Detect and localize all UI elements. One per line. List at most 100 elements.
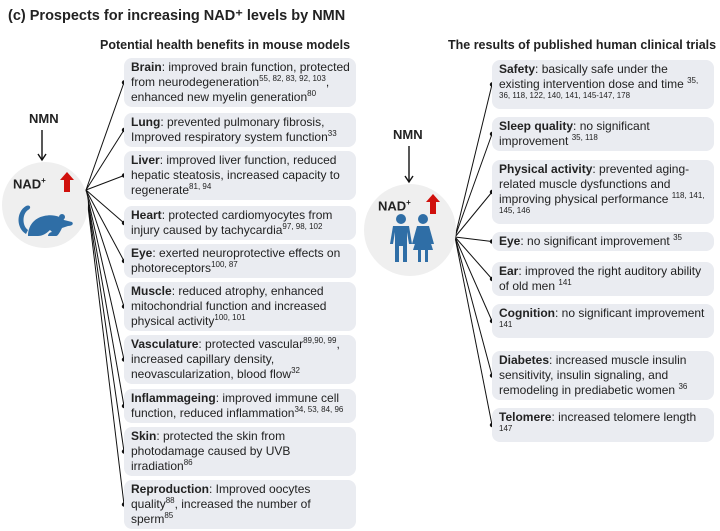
box-text: : Improved oocytes quality — [131, 482, 311, 511]
nmn-label: NMN — [29, 111, 59, 126]
reference-sup: 100, 101 — [214, 313, 246, 322]
benefit-box-eye: Eye: no significant improvement 35 — [492, 232, 714, 251]
box-title: Liver — [131, 153, 160, 167]
connector-line — [85, 82, 125, 191]
benefit-box-physical-activity: Physical activity: prevented aging-relat… — [492, 160, 714, 224]
connector-line — [454, 133, 493, 238]
reference-sup: 34, 53, 84, 96 — [294, 405, 344, 414]
box-title: Sleep quality — [499, 119, 574, 133]
connector-line — [85, 189, 125, 307]
reference-sup: 88 — [165, 496, 175, 505]
reference-sup: 147 — [499, 424, 513, 433]
box-text: : prevented pulmonary fibrosis, Improved… — [131, 115, 328, 144]
connector-line — [454, 84, 493, 238]
connector-line — [454, 236, 493, 426]
nad-label: NAD+ — [378, 198, 411, 213]
box-text: , enhanced new myelin generation — [131, 75, 330, 104]
benefit-box-muscle: Muscle: reduced atrophy, enhanced mitoch… — [124, 282, 356, 331]
box-title: Lung — [131, 115, 161, 129]
box-text: : increased telomere length — [551, 410, 697, 424]
up-arrow-icon — [60, 172, 74, 192]
people-circle — [364, 184, 456, 276]
up-arrow-icon — [426, 194, 440, 214]
box-title: Ear — [499, 264, 519, 278]
box-text: : no significant improvement — [499, 119, 650, 148]
box-text: : protected vascular — [198, 337, 304, 351]
reference-sup: 55, 82, 83, 92, 103 — [259, 74, 326, 83]
nad-text: NAD — [378, 198, 407, 214]
reference-sup: 35, 36, 118, 122, 140, 141, 145-147, 178 — [499, 76, 699, 100]
people-icon — [390, 214, 434, 262]
benefit-box-safety: Safety: basically safe under the existin… — [492, 60, 714, 109]
benefit-box-skin: Skin: protected the skin from photodamag… — [124, 427, 356, 476]
connector-line — [85, 189, 125, 452]
right-heading: The results of published human clinical … — [448, 38, 717, 52]
box-title: Safety — [499, 62, 536, 76]
box-text: : improved liver function, reduced hepat… — [131, 153, 340, 197]
box-title: Inflammageing — [131, 391, 216, 405]
reference-sup: 33 — [327, 129, 337, 138]
box-text: : no significant improvement — [520, 234, 674, 248]
reference-sup: 80 — [307, 89, 317, 98]
connector-line — [454, 236, 493, 280]
connector-line — [454, 236, 493, 322]
connector-line — [454, 236, 493, 242]
connector-line — [454, 191, 493, 238]
nad-label: NAD+ — [13, 176, 46, 191]
benefit-box-heart: Heart: protected cardiomyocytes from inj… — [124, 206, 356, 240]
benefit-box-telomere: Telomere: increased telomere length 147 — [492, 408, 714, 442]
figure-title: (c) Prospects for increasing NAD⁺ levels… — [8, 8, 346, 24]
box-title: Physical activity — [499, 162, 593, 176]
down-arrow-head — [404, 175, 414, 184]
box-text: : improved immune cell function, reduced… — [131, 391, 340, 420]
connector-line — [85, 189, 125, 262]
nad-sup: + — [406, 198, 411, 207]
box-text: : protected cardiomyocytes from injury c… — [131, 208, 333, 237]
left-heading: Potential health benefits in mouse model… — [100, 38, 351, 52]
box-title: Cognition — [499, 306, 555, 320]
box-text: : reduced atrophy, enhanced mitochondria… — [131, 284, 327, 328]
connector-line — [85, 189, 125, 360]
mouse-icon — [18, 205, 73, 236]
box-title: Brain — [131, 60, 162, 74]
box-title: Skin — [131, 429, 157, 443]
connector-line — [85, 189, 125, 407]
box-text: : improved the right auditory ability of… — [499, 264, 702, 293]
benefit-box-cognition: Cognition: no significant improvement 14… — [492, 304, 714, 338]
benefit-box-lung: Lung: prevented pulmonary fibrosis, Impr… — [124, 113, 356, 147]
connector-line — [85, 129, 125, 191]
benefit-box-vasculature: Vasculature: protected vascular89,90, 99… — [124, 335, 356, 384]
box-title: Telomere — [499, 410, 552, 424]
box-text: : exerted neuroprotective effects on pho… — [131, 246, 341, 275]
benefit-box-eye: Eye: exerted neuroprotective effects on … — [124, 244, 356, 278]
nad-text: NAD — [13, 176, 42, 192]
box-title: Muscle — [131, 284, 172, 298]
nad-sup: + — [41, 176, 46, 185]
reference-sup: 100, 87 — [211, 260, 238, 269]
box-text: : basically safe under the existing inte… — [499, 62, 688, 91]
benefit-box-liver: Liver: improved liver function, reduced … — [124, 151, 356, 200]
reference-sup: 32 — [291, 366, 301, 375]
box-text: , increased capillary density, neovascul… — [131, 337, 340, 381]
connector-line — [85, 189, 125, 224]
connector-line — [85, 175, 125, 191]
reference-sup: 89,90, 99 — [303, 336, 337, 345]
benefit-box-inflammageing: Inflammageing: improved immune cell func… — [124, 389, 356, 423]
benefit-box-reproduction: Reproduction: Improved oocytes quality88… — [124, 480, 356, 529]
box-title: Eye — [131, 246, 153, 260]
reference-sup: 85 — [164, 511, 174, 520]
reference-sup: 97, 98, 102 — [282, 222, 323, 231]
box-title: Vasculature — [131, 337, 199, 351]
box-text: : protected the skin from photodamage ca… — [131, 429, 291, 473]
benefit-box-ear: Ear: improved the right auditory ability… — [492, 262, 714, 296]
benefit-box-brain: Brain: improved brain function, protecte… — [124, 58, 356, 107]
reference-sup: 141 — [499, 320, 513, 329]
benefit-box-sleep-quality: Sleep quality: no significant improvemen… — [492, 117, 714, 151]
reference-sup: 35, 118 — [571, 133, 598, 142]
box-title: Reproduction — [131, 482, 209, 496]
reference-sup: 118, 141, 145, 146 — [499, 191, 705, 215]
reference-sup: 81, 94 — [189, 182, 212, 191]
down-arrow-head — [37, 153, 47, 162]
reference-sup: 86 — [183, 458, 193, 467]
